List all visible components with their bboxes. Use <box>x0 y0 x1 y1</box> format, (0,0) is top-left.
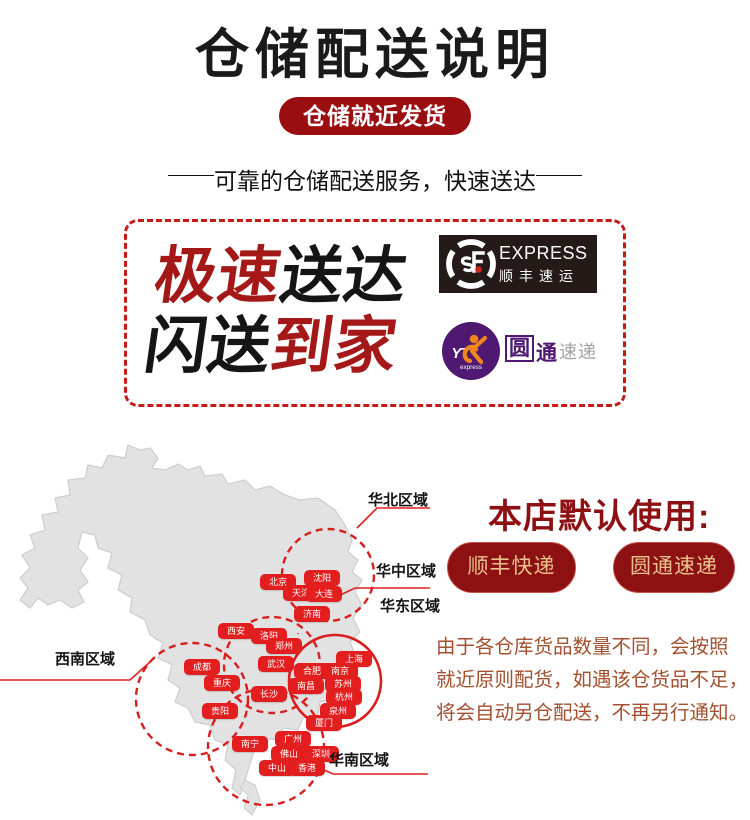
svg-text:express: express <box>460 364 482 371</box>
